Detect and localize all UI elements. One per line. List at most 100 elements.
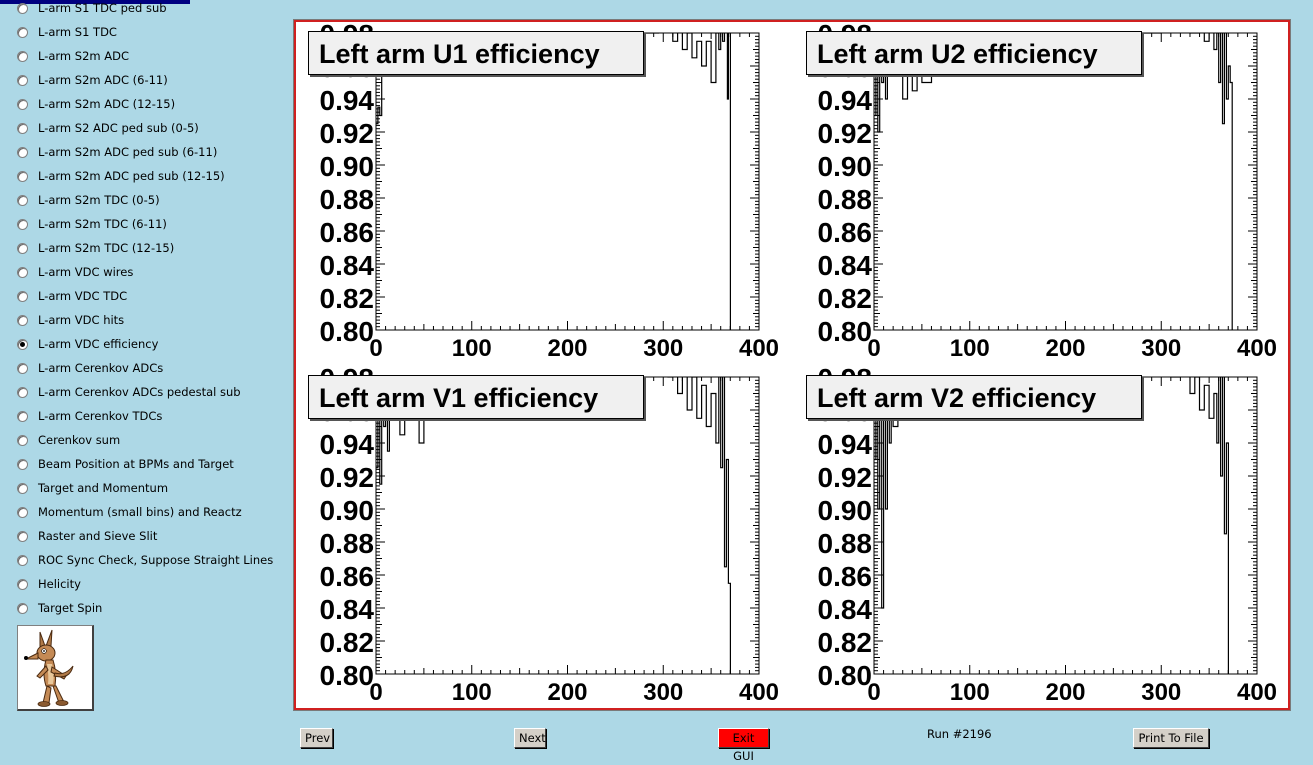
sidebar-radio-label: L-arm S2m TDC (6-11) xyxy=(38,217,167,231)
sidebar-radio-label: L-arm Cerenkov TDCs xyxy=(38,409,163,423)
y-tick-label: 0.84 xyxy=(320,594,375,625)
radio-icon[interactable] xyxy=(17,458,28,470)
y-tick-label: 0.90 xyxy=(320,151,375,182)
sidebar-radio-item[interactable]: Target Spin xyxy=(17,598,102,618)
sidebar-radio-label: L-arm S2 ADC ped sub (0-5) xyxy=(38,121,199,135)
radio-icon[interactable] xyxy=(17,602,28,614)
plot-frame xyxy=(873,376,1258,675)
sidebar-radio-label: L-arm S1 TDC xyxy=(38,25,117,39)
sidebar-radio-item[interactable]: L-arm S2m TDC (0-5) xyxy=(17,190,160,210)
radio-icon[interactable] xyxy=(17,554,28,566)
radio-icon[interactable] xyxy=(17,242,28,254)
next-button[interactable]: Next xyxy=(514,728,546,748)
sidebar-radio-item[interactable]: L-arm Cerenkov ADCs pedestal sub xyxy=(17,382,241,402)
radio-icon[interactable] xyxy=(17,26,28,38)
radio-icon[interactable] xyxy=(17,386,28,398)
radio-icon[interactable] xyxy=(17,194,28,206)
prev-button[interactable]: Prev xyxy=(300,728,333,748)
radio-icon[interactable] xyxy=(17,146,28,158)
sidebar-radio-label: L-arm S2m TDC (0-5) xyxy=(38,193,160,207)
sidebar-radio-item[interactable]: L-arm S1 TDC xyxy=(17,22,117,42)
radio-icon[interactable] xyxy=(17,482,28,494)
sidebar-radio-label: L-arm VDC TDC xyxy=(38,289,128,303)
plot-title-u1: Left arm U1 efficiency xyxy=(308,31,644,75)
y-tick-label: 0.80 xyxy=(818,660,873,691)
sidebar-radio-item[interactable]: L-arm VDC hits xyxy=(17,310,124,330)
radio-icon[interactable] xyxy=(17,410,28,422)
radio-icon[interactable] xyxy=(17,434,28,446)
x-tick-label: 300 xyxy=(1141,679,1181,706)
sidebar-radio-label: Target Spin xyxy=(38,601,103,615)
radio-icon[interactable] xyxy=(17,170,28,182)
sidebar-radio-label: Target and Momentum xyxy=(38,481,169,495)
sidebar-radio-item[interactable]: L-arm VDC efficiency xyxy=(17,334,158,354)
top-strip xyxy=(0,0,190,4)
sidebar-radio-item[interactable]: L-arm S2m ADC (6-11) xyxy=(17,70,168,90)
sidebar-radio-label: L-arm S1 TDC ped sub xyxy=(38,1,167,15)
x-tick-label: 400 xyxy=(1237,335,1277,362)
sidebar-radio-item[interactable]: Helicity xyxy=(17,574,81,594)
sidebar-radio-label: L-arm S2m ADC (12-15) xyxy=(38,97,176,111)
y-tick-label: 0.90 xyxy=(818,495,873,526)
sidebar-radio-label: L-arm S2m ADC ped sub (12-15) xyxy=(38,169,225,183)
sidebar-radio-item[interactable]: ROC Sync Check, Suppose Straight Lines xyxy=(17,550,273,570)
sidebar-radio-item[interactable]: Beam Position at BPMs and Target xyxy=(17,454,234,474)
radio-icon[interactable] xyxy=(17,290,28,302)
sidebar-radio-item[interactable]: Cerenkov sum xyxy=(17,430,120,450)
y-tick-label: 0.88 xyxy=(818,528,873,559)
radio-icon[interactable] xyxy=(17,122,28,134)
print-to-file-button[interactable]: Print To File xyxy=(1133,728,1209,748)
radio-icon[interactable] xyxy=(17,218,28,230)
x-tick-label: 200 xyxy=(1045,335,1085,362)
sidebar-radio-item[interactable]: L-arm S2m ADC (12-15) xyxy=(17,94,175,114)
exit-gui-button[interactable]: Exit GUI xyxy=(718,728,769,763)
plot-title-v2: Left arm V2 efficiency xyxy=(806,375,1142,419)
radio-icon[interactable] xyxy=(17,362,28,374)
run-number-label: Run #2196 xyxy=(927,727,992,741)
sidebar-radio-label: ROC Sync Check, Suppose Straight Lines xyxy=(38,553,274,567)
sidebar-radio-item[interactable]: L-arm VDC wires xyxy=(17,262,133,282)
y-tick-label: 0.94 xyxy=(320,429,375,460)
x-tick-label: 200 xyxy=(547,679,587,706)
sidebar-radio-item[interactable]: L-arm VDC TDC xyxy=(17,286,127,306)
radio-icon[interactable] xyxy=(17,314,28,326)
sidebar-radio-item[interactable]: L-arm S2m TDC (12-15) xyxy=(17,238,174,258)
radio-icon[interactable] xyxy=(17,98,28,110)
sidebar-radio-label: Raster and Sieve Slit xyxy=(38,529,158,543)
sidebar-radio-item[interactable]: L-arm S2m ADC ped sub (12-15) xyxy=(17,166,225,186)
radio-icon[interactable] xyxy=(17,50,28,62)
y-tick-label: 0.92 xyxy=(818,462,873,493)
coyote-mascot-icon xyxy=(17,625,94,711)
radio-icon[interactable] xyxy=(17,578,28,590)
sidebar-radio-item[interactable]: L-arm S1 TDC ped sub xyxy=(17,0,167,18)
y-tick-label: 0.82 xyxy=(818,283,873,314)
radio-checked-icon[interactable] xyxy=(17,338,28,350)
sidebar-radio-item[interactable]: L-arm S2m TDC (6-11) xyxy=(17,214,167,234)
sidebar-radio-item[interactable]: L-arm S2m ADC ped sub (6-11) xyxy=(17,142,217,162)
radio-icon[interactable] xyxy=(17,2,28,14)
y-tick-label: 0.86 xyxy=(320,217,375,248)
sidebar-radio-item[interactable]: Raster and Sieve Slit xyxy=(17,526,157,546)
sidebar-radio-item[interactable]: L-arm Cerenkov ADCs xyxy=(17,358,163,378)
radio-icon[interactable] xyxy=(17,266,28,278)
sidebar-radio-label: L-arm S2m ADC xyxy=(38,49,130,63)
x-tick-label: 100 xyxy=(452,679,492,706)
y-tick-label: 0.90 xyxy=(818,151,873,182)
radio-icon[interactable] xyxy=(17,530,28,542)
sidebar-radio-label: L-arm VDC hits xyxy=(38,313,125,327)
radio-icon[interactable] xyxy=(17,74,28,86)
sidebar-radio-item[interactable]: Momentum (small bins) and Reactz xyxy=(17,502,242,522)
sidebar-radio-item[interactable]: L-arm Cerenkov TDCs xyxy=(17,406,162,426)
plot-title-u2: Left arm U2 efficiency xyxy=(806,31,1142,75)
sidebar-radio-item[interactable]: L-arm S2 ADC ped sub (0-5) xyxy=(17,118,199,138)
y-tick-label: 0.86 xyxy=(320,561,375,592)
sidebar-radio-label: L-arm VDC efficiency xyxy=(38,337,159,351)
y-tick-label: 0.92 xyxy=(818,118,873,149)
sidebar-radio-label: L-arm S2m TDC (12-15) xyxy=(38,241,175,255)
radio-icon[interactable] xyxy=(17,506,28,518)
y-tick-label: 0.84 xyxy=(818,594,873,625)
y-tick-label: 0.92 xyxy=(320,462,375,493)
sidebar-radio-item[interactable]: Target and Momentum xyxy=(17,478,168,498)
sidebar-radio-item[interactable]: L-arm S2m ADC xyxy=(17,46,129,66)
x-tick-label: 400 xyxy=(739,335,779,362)
